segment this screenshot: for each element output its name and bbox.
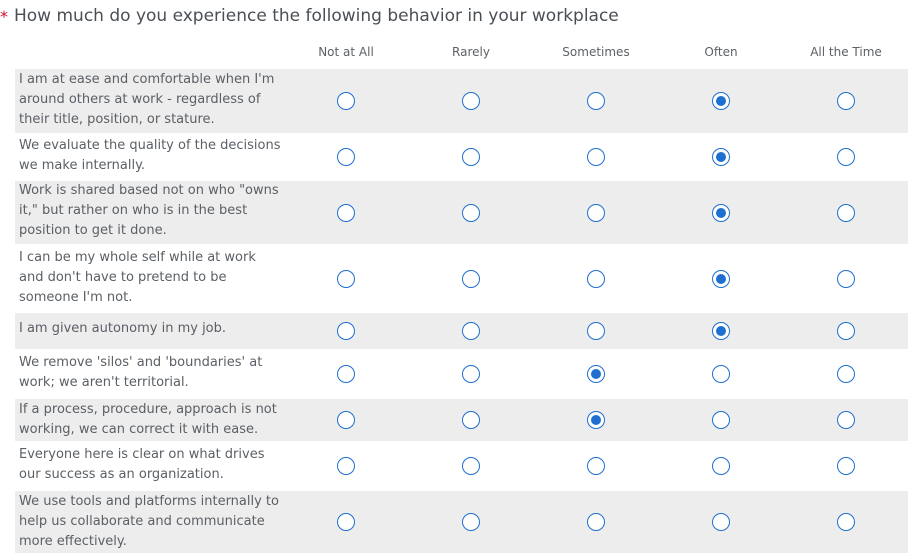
matrix-row: We remove 'silos' and 'boundaries' at wo…	[15, 349, 908, 399]
column-label-often: Often	[704, 45, 738, 59]
matrix-row: We use tools and platforms internally to…	[15, 491, 908, 553]
radio-sometimes[interactable]	[587, 322, 605, 340]
row-statement: Work is shared based not on who "owns it…	[19, 183, 279, 238]
radio-not-at-all[interactable]	[337, 204, 355, 222]
matrix-grid: I am at ease and comfortable when I'm ar…	[15, 69, 908, 553]
radio-often[interactable]	[712, 513, 730, 531]
radio-rarely[interactable]	[462, 270, 480, 288]
radio-sometimes[interactable]	[587, 148, 605, 166]
column-label-rarely: Rarely	[452, 45, 490, 59]
radio-all-the-time[interactable]	[837, 411, 855, 429]
row-statement: We remove 'silos' and 'boundaries' at wo…	[19, 355, 263, 390]
radio-not-at-all[interactable]	[337, 270, 355, 288]
radio-sometimes[interactable]	[587, 270, 605, 288]
radio-often[interactable]	[712, 322, 730, 340]
matrix-row: Everyone here is clear on what drives ou…	[15, 441, 908, 491]
radio-not-at-all[interactable]	[337, 148, 355, 166]
column-header-row: Not at All Rarely Sometimes Often All th…	[15, 40, 908, 64]
radio-all-the-time[interactable]	[837, 457, 855, 475]
row-statement: I can be my whole self while at work and…	[19, 250, 256, 305]
radio-sometimes[interactable]	[587, 365, 605, 383]
radio-sometimes[interactable]	[587, 411, 605, 429]
radio-all-the-time[interactable]	[837, 322, 855, 340]
matrix-row: I can be my whole self while at work and…	[15, 244, 908, 313]
radio-not-at-all[interactable]	[337, 411, 355, 429]
radio-rarely[interactable]	[462, 365, 480, 383]
radio-not-at-all[interactable]	[337, 322, 355, 340]
row-statement: I am given autonomy in my job.	[19, 321, 227, 336]
radio-rarely[interactable]	[462, 411, 480, 429]
radio-all-the-time[interactable]	[837, 148, 855, 166]
matrix-row: If a process, procedure, approach is not…	[15, 399, 908, 441]
question-header: * How much do you experience the followi…	[0, 4, 914, 28]
radio-sometimes[interactable]	[587, 92, 605, 110]
radio-often[interactable]	[712, 411, 730, 429]
row-statement: Everyone here is clear on what drives ou…	[19, 447, 265, 482]
radio-not-at-all[interactable]	[337, 457, 355, 475]
row-statement: We evaluate the quality of the decisions…	[19, 138, 281, 173]
radio-all-the-time[interactable]	[837, 270, 855, 288]
radio-rarely[interactable]	[462, 457, 480, 475]
row-statement: I am at ease and comfortable when I'm ar…	[19, 72, 275, 127]
radio-all-the-time[interactable]	[837, 92, 855, 110]
radio-rarely[interactable]	[462, 148, 480, 166]
radio-often[interactable]	[712, 365, 730, 383]
required-marker: *	[0, 7, 8, 26]
radio-rarely[interactable]	[462, 513, 480, 531]
question-text: How much do you experience the following…	[14, 6, 619, 26]
radio-rarely[interactable]	[462, 204, 480, 222]
radio-all-the-time[interactable]	[837, 204, 855, 222]
radio-often[interactable]	[712, 92, 730, 110]
radio-not-at-all[interactable]	[337, 365, 355, 383]
radio-often[interactable]	[712, 204, 730, 222]
radio-all-the-time[interactable]	[837, 513, 855, 531]
radio-sometimes[interactable]	[587, 204, 605, 222]
radio-not-at-all[interactable]	[337, 92, 355, 110]
matrix-row: Work is shared based not on who "owns it…	[15, 181, 908, 244]
radio-rarely[interactable]	[462, 322, 480, 340]
radio-all-the-time[interactable]	[837, 365, 855, 383]
radio-sometimes[interactable]	[587, 457, 605, 475]
row-statement: We use tools and platforms internally to…	[19, 494, 279, 549]
radio-not-at-all[interactable]	[337, 513, 355, 531]
matrix-row: I am at ease and comfortable when I'm ar…	[15, 69, 908, 133]
column-label-all-the-time: All the Time	[810, 45, 882, 59]
matrix-row: I am given autonomy in my job.	[15, 313, 908, 349]
radio-sometimes[interactable]	[587, 513, 605, 531]
row-statement: If a process, procedure, approach is not…	[19, 402, 277, 437]
column-label-sometimes: Sometimes	[562, 45, 630, 59]
matrix-row: We evaluate the quality of the decisions…	[15, 133, 908, 181]
column-label-not-at-all: Not at All	[318, 45, 374, 59]
radio-often[interactable]	[712, 457, 730, 475]
radio-rarely[interactable]	[462, 92, 480, 110]
radio-often[interactable]	[712, 270, 730, 288]
radio-often[interactable]	[712, 148, 730, 166]
